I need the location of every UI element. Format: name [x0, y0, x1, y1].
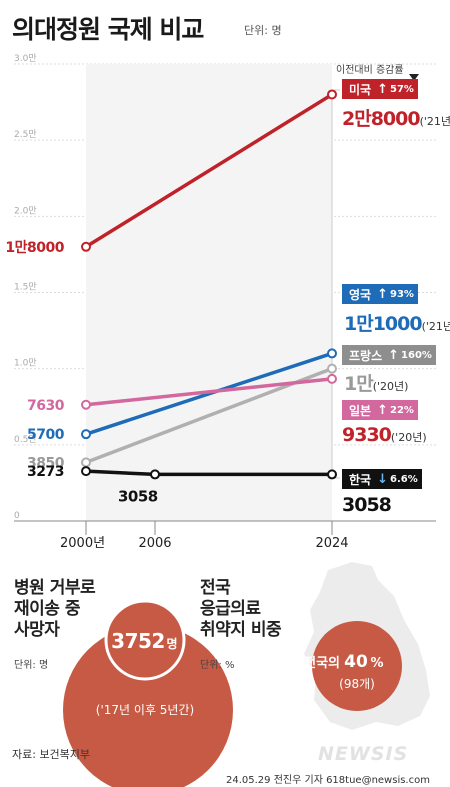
value-japan-2024: 9330('20년) — [342, 424, 427, 446]
badge-japan: 일본 ↑ 22% — [342, 400, 418, 420]
badge-korea: 한국 ↓ 6.6% — [342, 469, 422, 489]
page-title: 의대정원 국제 비교 — [12, 15, 204, 44]
data-point — [81, 241, 91, 252]
arrow-up-icon: ↑ — [377, 81, 388, 97]
section2-value: 40 — [344, 652, 368, 672]
data-point — [327, 469, 337, 480]
source-label: 자료: 보건복지부 — [12, 748, 91, 761]
badge-usa: 미국 ↑ 57% — [342, 79, 418, 99]
section1-unit: 단위: 명 — [14, 660, 49, 671]
section2-unit: 단위: % — [200, 660, 235, 671]
y-tick-label: 1.0만 — [14, 358, 37, 369]
y-tick-label: 2.5만 — [14, 129, 37, 140]
start-value-label: 5700 — [27, 427, 65, 443]
data-point — [327, 348, 337, 359]
data-point — [81, 457, 91, 468]
section2-value-suffix: % — [370, 656, 383, 671]
section1-value-suffix: 명 — [166, 637, 177, 651]
start-value-label: 7630 — [27, 398, 65, 414]
data-point — [81, 466, 91, 477]
section1-value-circle — [104, 599, 186, 681]
y-tick-label: 0 — [14, 511, 20, 521]
start-value-label: 1만8000 — [5, 240, 64, 256]
credit-label: 24.05.29 전진우 기자 618tue@newsis.com — [226, 775, 430, 786]
badge-guide-line — [331, 89, 340, 479]
y-tick-label: 0.5만 — [14, 434, 37, 445]
section1-bg-circle — [63, 625, 233, 787]
arrow-up-icon: ↑ — [377, 402, 388, 418]
badge-uk-change: 93% — [390, 288, 414, 300]
y-tick-label: 3.0만 — [14, 53, 37, 64]
section2-value-prefix: 전국의 — [304, 655, 340, 671]
x-tick-label: 2006 — [138, 536, 171, 551]
start-value-label: 3850 — [27, 455, 65, 471]
data-point — [327, 373, 337, 384]
section1-value: 3752 — [111, 629, 165, 653]
x-tick-label: 2000년 — [60, 536, 105, 551]
section1-title: 병원 거부로 재이송 중 사망자 — [14, 578, 96, 640]
arrow-up-icon: ↑ — [388, 347, 400, 363]
section2-title: 전국 응급의료 취약지 비중 — [200, 578, 282, 640]
data-point — [327, 363, 337, 374]
value-uk-2024: 1만1000('21년) — [344, 313, 450, 335]
down-triangle-icon — [409, 74, 419, 81]
badge-korea-change: 6.6% — [390, 473, 418, 485]
y-tick-label: 2.0만 — [14, 205, 37, 216]
badge-japan-name: 일본 — [349, 403, 372, 418]
value-korea-2024: 3058 — [342, 494, 392, 516]
badge-usa-change: 57% — [390, 83, 414, 95]
badge-japan-change: 22% — [390, 404, 414, 416]
data-point — [81, 399, 91, 410]
value-usa-2024: 2만8000('21년) — [342, 108, 450, 130]
series-line-0 — [84, 92, 334, 249]
data-point — [81, 429, 91, 440]
badge-korea-name: 한국 — [349, 472, 372, 487]
arrow-up-icon: ↑ — [377, 286, 388, 302]
badge-france-change: 160% — [401, 349, 432, 361]
data-point — [327, 89, 337, 100]
badge-uk: 영국 ↑ 93% — [342, 284, 418, 304]
value-france-2024: 1만('20년) — [344, 373, 409, 395]
series-line-1 — [84, 351, 334, 436]
mid-value-label: 3058 — [118, 487, 158, 505]
y-tick-label: 1.5만 — [14, 282, 37, 293]
series-line-3 — [84, 377, 334, 407]
newsis-logo: NEWSIS — [318, 743, 409, 765]
section2-note: (98개) — [339, 677, 375, 691]
arrow-down-icon: ↓ — [377, 471, 388, 487]
badge-usa-name: 미국 — [349, 82, 372, 97]
change-rate-header: 이전대비 증감률 — [336, 65, 404, 76]
badge-france: 프랑스 ↑ 160% — [342, 345, 436, 365]
badge-uk-name: 영국 — [349, 287, 372, 302]
x-tick-label: 2024 — [315, 536, 348, 551]
section2-value-circle — [312, 621, 402, 711]
section1-note: ('17년 이후 5년간) — [96, 703, 194, 717]
start-value-label: 3273 — [27, 464, 64, 480]
unit-label: 단위: 명 — [244, 24, 282, 37]
data-point — [150, 469, 160, 480]
chart-band — [86, 64, 332, 521]
badge-france-name: 프랑스 — [349, 348, 383, 363]
